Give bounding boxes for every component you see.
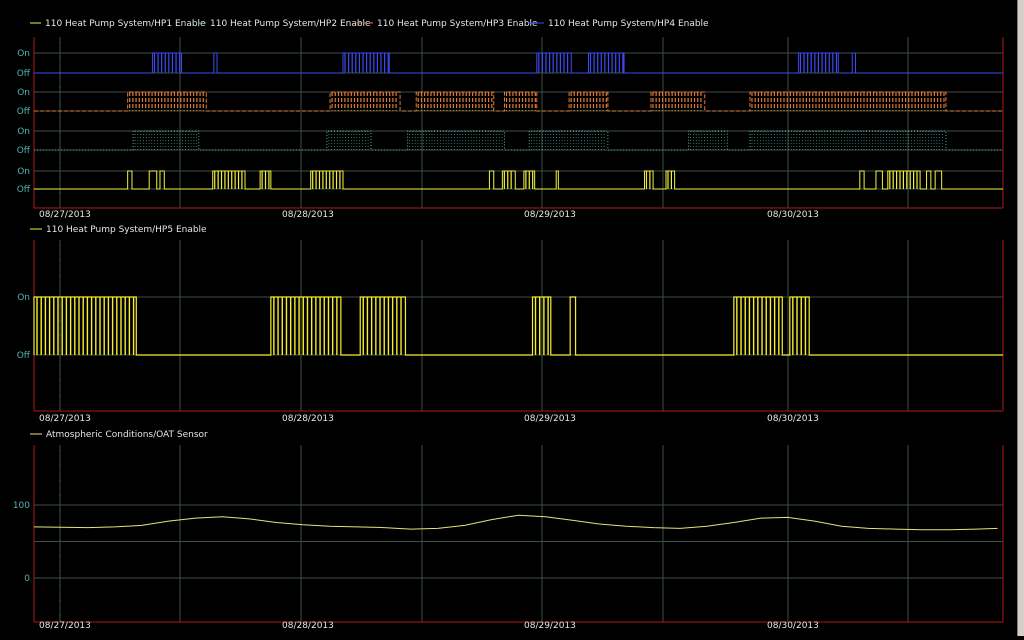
series-line-oat: [33, 514, 998, 531]
x-tick-label: 08/29/2013: [524, 621, 576, 631]
series-line-4: [34, 52, 1003, 74]
legend-label: Atmospheric Conditions/OAT Sensor: [46, 430, 208, 440]
vertical-scrollbar[interactable]: [1017, 0, 1024, 636]
hp1-hp4-enable-panel: 08/27/2013 08/28/2013 08/29/2013 08/30/2013…: [17, 19, 1004, 220]
legend-label: 110 Heat Pump System/HP2 Enable: [210, 19, 371, 29]
series-line-hp5: [33, 296, 1003, 356]
series-line-3: [34, 91, 1003, 112]
x-tick-label: 08/28/2013: [282, 414, 334, 424]
y-tick-label: On: [17, 127, 30, 137]
series-line-2: [34, 130, 1003, 151]
x-tick-label: 08/30/2013: [767, 414, 819, 424]
oat-sensor-panel: 08/27/2013 08/28/2013 08/29/2013 08/30/2013…: [13, 430, 1004, 631]
legend-label: 110 Heat Pump System/HP1 Enable: [45, 19, 206, 29]
x-tick-label: 08/27/2013: [39, 414, 91, 424]
series-line-1: [34, 170, 1003, 190]
y-tick-label: On: [17, 88, 30, 98]
y-tick-label: Off: [17, 146, 31, 156]
y-tick-label: Off: [17, 69, 31, 79]
x-tick-label: 08/30/2013: [767, 210, 819, 220]
x-tick-label: 08/27/2013: [39, 621, 91, 631]
x-tick-label: 08/28/2013: [282, 621, 334, 631]
y-tick-label: Off: [17, 351, 31, 361]
legend-label: 110 Heat Pump System/HP4 Enable: [548, 19, 709, 29]
x-tick-label: 08/30/2013: [767, 621, 819, 631]
x-tick-label: 08/27/2013: [39, 210, 91, 220]
x-tick-label: 08/29/2013: [524, 210, 576, 220]
x-tick-label: 08/28/2013: [282, 210, 334, 220]
y-tick-label: Off: [17, 185, 31, 195]
y-tick-label: 0: [24, 574, 30, 584]
x-tick-label: 08/29/2013: [524, 414, 576, 424]
legend-label: 110 Heat Pump System/HP5 Enable: [46, 225, 207, 235]
y-tick-label: On: [17, 293, 30, 303]
legend-label: 110 Heat Pump System/HP3 Enable: [377, 19, 538, 29]
y-tick-label: On: [17, 167, 30, 177]
y-tick-label: 100: [13, 501, 30, 511]
hp5-enable-panel: 08/27/2013 08/28/2013 08/29/2013 08/30/2013…: [17, 225, 1004, 424]
y-tick-label: Off: [17, 107, 31, 117]
y-tick-label: On: [17, 49, 30, 59]
